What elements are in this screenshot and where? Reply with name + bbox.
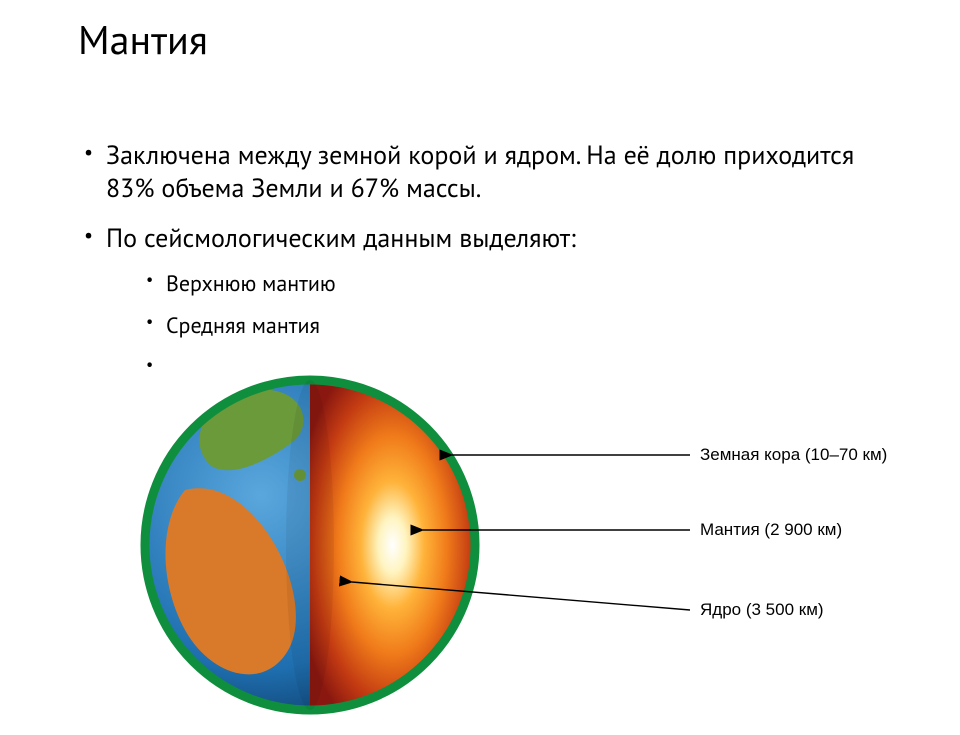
mantle-cutaway (310, 380, 475, 710)
label-mantle: Мантия (2 900 км) (700, 520, 842, 539)
cut-face-shadow (286, 380, 334, 710)
sub-bullet-1: Верхнюю мантию (142, 270, 898, 299)
label-core: Ядро (3 500 км) (700, 600, 824, 619)
label-crust: Земная кора (10–70 км) (700, 445, 887, 464)
sub-bullet-2: Средняя мантия (142, 312, 898, 341)
earth-layers-diagram: Земная кора (10–70 км) Мантия (2 900 км)… (130, 370, 930, 730)
bullet-item-1: Заключена между земной корой и ядром. На… (78, 140, 898, 205)
bullet-item-2-text: По сейсмологическим данным выделяют: (106, 222, 576, 255)
bullet-item-2: По сейсмологическим данным выделяют: Вер… (78, 223, 898, 341)
sub-bullet-list: Верхнюю мантию Средняя мантия (142, 270, 898, 341)
main-bullet-list: Заключена между земной корой и ядром. На… (78, 140, 898, 359)
page-title: Мантия (78, 14, 208, 66)
earth-svg: Земная кора (10–70 км) Мантия (2 900 км)… (130, 370, 930, 730)
